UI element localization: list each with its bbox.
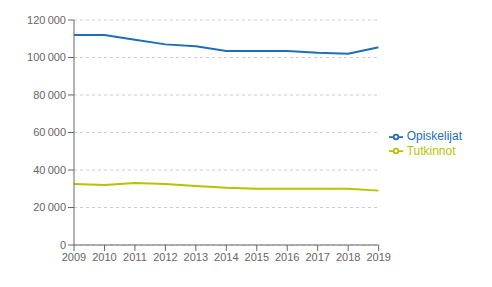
svg-text:2017: 2017: [305, 251, 329, 263]
svg-text:40 000: 40 000: [33, 164, 66, 176]
svg-text:2011: 2011: [123, 251, 147, 263]
svg-text:20 000: 20 000: [33, 201, 66, 213]
svg-text:120 000: 120 000: [27, 14, 66, 26]
svg-text:2019: 2019: [366, 251, 390, 263]
svg-text:2018: 2018: [336, 251, 360, 263]
svg-text:2010: 2010: [92, 251, 116, 263]
svg-text:2015: 2015: [245, 251, 269, 263]
svg-text:2013: 2013: [184, 251, 208, 263]
html-text:Opiskelijat: Opiskelijat: [406, 128, 462, 143]
svg-text:100 000: 100 000: [27, 51, 66, 63]
svg-text:2016: 2016: [275, 251, 299, 263]
html-text:Tutkinnot: Tutkinnot: [406, 143, 456, 158]
svg-text:2014: 2014: [214, 251, 238, 263]
svg-text:0: 0: [60, 239, 66, 251]
svg-text:2012: 2012: [153, 251, 177, 263]
svg-text:60 000: 60 000: [33, 126, 66, 138]
svg-text:80 000: 80 000: [33, 89, 66, 101]
svg-text:2009: 2009: [62, 251, 86, 263]
